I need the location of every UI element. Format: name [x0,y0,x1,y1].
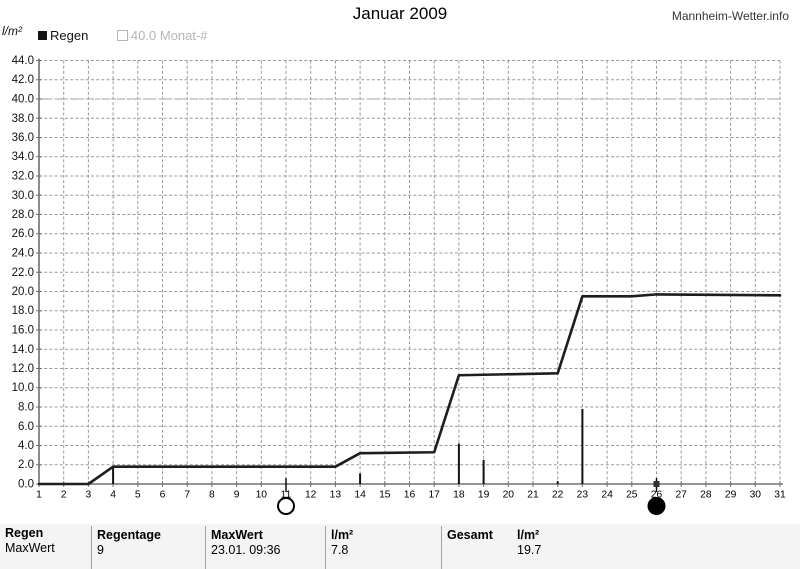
svg-text:28: 28 [700,490,712,501]
svg-text:15: 15 [379,490,391,501]
svg-text:10.0: 10.0 [12,382,34,394]
svg-text:12: 12 [305,490,317,501]
svg-text:12.0: 12.0 [12,363,34,375]
svg-text:26.0: 26.0 [12,228,34,240]
svg-text:18.0: 18.0 [12,305,34,317]
svg-text:6: 6 [160,490,166,501]
svg-text:17: 17 [428,490,440,501]
svg-text:20: 20 [503,490,515,501]
svg-text:8.0: 8.0 [18,402,34,414]
svg-text:2.0: 2.0 [18,459,34,471]
svg-text:22: 22 [552,490,564,501]
svg-text:9: 9 [234,490,240,501]
svg-text:23: 23 [577,490,589,501]
svg-text:18: 18 [453,490,465,501]
svg-text:42.0: 42.0 [12,74,34,86]
svg-text:20.0: 20.0 [12,286,34,298]
svg-text:13: 13 [330,490,342,501]
svg-text:31: 31 [774,490,786,501]
svg-text:16.0: 16.0 [12,325,34,337]
svg-text:19: 19 [478,490,490,501]
svg-text:30.0: 30.0 [12,190,34,202]
svg-text:2: 2 [61,490,67,501]
svg-text:5: 5 [135,490,141,501]
svg-text:28.0: 28.0 [12,209,34,221]
svg-text:44.0: 44.0 [12,55,34,67]
svg-text:30: 30 [750,490,762,501]
svg-text:36.0: 36.0 [12,132,34,144]
svg-text:27: 27 [675,490,687,501]
svg-text:7: 7 [184,490,190,501]
svg-text:40.0: 40.0 [12,94,34,106]
svg-text:22.0: 22.0 [12,267,34,279]
svg-text:24.0: 24.0 [12,248,34,260]
svg-text:29: 29 [725,490,737,501]
svg-text:8: 8 [209,490,215,501]
svg-text:10: 10 [256,490,268,501]
svg-text:0.0: 0.0 [18,479,34,491]
svg-text:34.0: 34.0 [12,151,34,163]
svg-text:1: 1 [36,490,42,501]
svg-text:38.0: 38.0 [12,113,34,125]
svg-text:4.0: 4.0 [18,440,34,452]
svg-text:14.0: 14.0 [12,344,34,356]
svg-text:25: 25 [626,490,638,501]
svg-text:14: 14 [354,490,366,501]
svg-text:6.0: 6.0 [18,421,34,433]
svg-text:4: 4 [110,490,116,501]
svg-text:3: 3 [86,490,92,501]
svg-text:24: 24 [601,490,613,501]
svg-text:21: 21 [527,490,539,501]
svg-text:32.0: 32.0 [12,171,34,183]
svg-text:16: 16 [404,490,416,501]
